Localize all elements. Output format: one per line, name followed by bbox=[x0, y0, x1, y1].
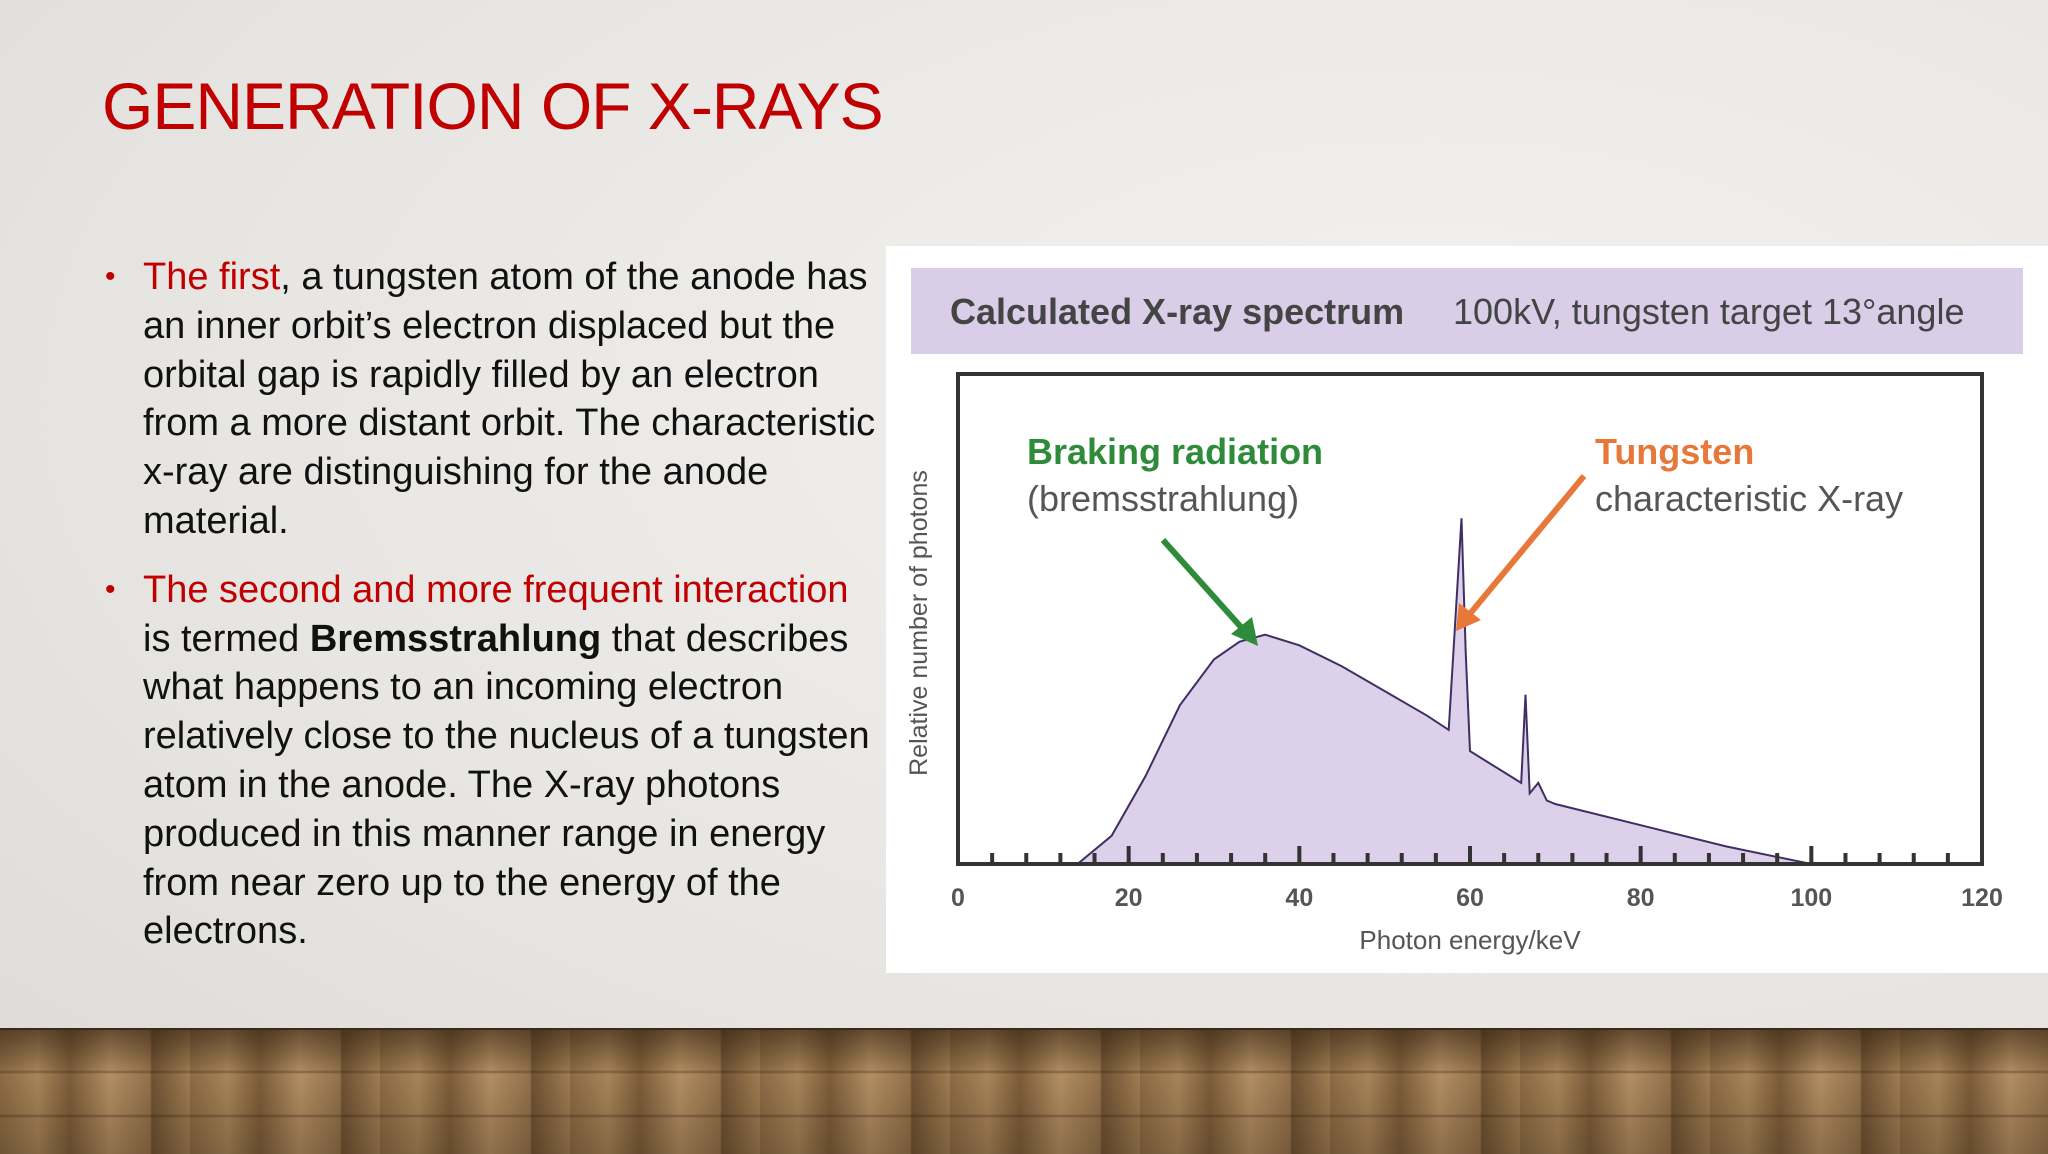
x-tick-label: 40 bbox=[1285, 884, 1313, 912]
x-tick-label: 0 bbox=[951, 884, 965, 912]
annotation-braking-sublabel: (bremsstrahlung) bbox=[1027, 478, 1299, 519]
chart-panel: Calculated X-ray spectrum 100kV, tungste… bbox=[886, 246, 2048, 973]
bullet-dot-icon: • bbox=[105, 572, 116, 606]
bullet-list: • The first, a tungsten atom of the anod… bbox=[102, 253, 882, 976]
bullet-highlight: The first bbox=[143, 256, 281, 298]
spectrum-area bbox=[958, 518, 1982, 864]
bullet-bold-term: Bremsstrahlung bbox=[309, 617, 602, 660]
annotation-braking-label: Braking radiation bbox=[1027, 431, 1323, 472]
x-tick-label: 120 bbox=[1961, 884, 2003, 912]
tungsten-arrow-icon bbox=[1461, 474, 1587, 623]
x-tick-label: 80 bbox=[1627, 884, 1655, 912]
bullet-item: • The second and more frequent interacti… bbox=[102, 566, 882, 956]
bullet-item: • The first, a tungsten atom of the anod… bbox=[102, 253, 882, 546]
annotation-tungsten-label: Tungsten bbox=[1595, 431, 1754, 472]
x-axis-label: Photon energy/keV bbox=[1359, 925, 1581, 955]
bullet-dot-icon: • bbox=[105, 260, 116, 293]
x-tick-label: 100 bbox=[1790, 884, 1832, 912]
chart-header-band bbox=[911, 268, 2023, 354]
braking-arrowhead-icon bbox=[1231, 617, 1258, 646]
braking-arrow-icon bbox=[1160, 537, 1252, 639]
wood-floor-decoration bbox=[0, 1028, 2048, 1154]
chart-header-title: Calculated X-ray spectrum bbox=[950, 291, 1404, 332]
bullet-text: is termed bbox=[143, 617, 310, 660]
bullet-highlight: The second and more frequent interaction bbox=[143, 568, 849, 611]
y-axis-label: Relative number of photons bbox=[905, 470, 933, 776]
tungsten-arrowhead-icon bbox=[1456, 603, 1481, 631]
spectrum-line bbox=[958, 518, 1982, 865]
bullet-text: that describes what happens to an incomi… bbox=[143, 617, 870, 953]
chart-header-subtitle: 100kV, tungsten target 13°angle bbox=[1453, 291, 1964, 332]
x-tick-label: 20 bbox=[1115, 884, 1143, 912]
x-tick-label: 60 bbox=[1456, 884, 1484, 912]
annotation-tungsten-sublabel: characteristic X-ray bbox=[1595, 478, 1903, 519]
slide-title: GENERATION OF X-RAYS bbox=[102, 69, 884, 143]
spectrum-chart: Calculated X-ray spectrum 100kV, tungste… bbox=[905, 268, 2023, 955]
bullet-text: , a tungsten atom of the anode has an in… bbox=[143, 256, 876, 542]
